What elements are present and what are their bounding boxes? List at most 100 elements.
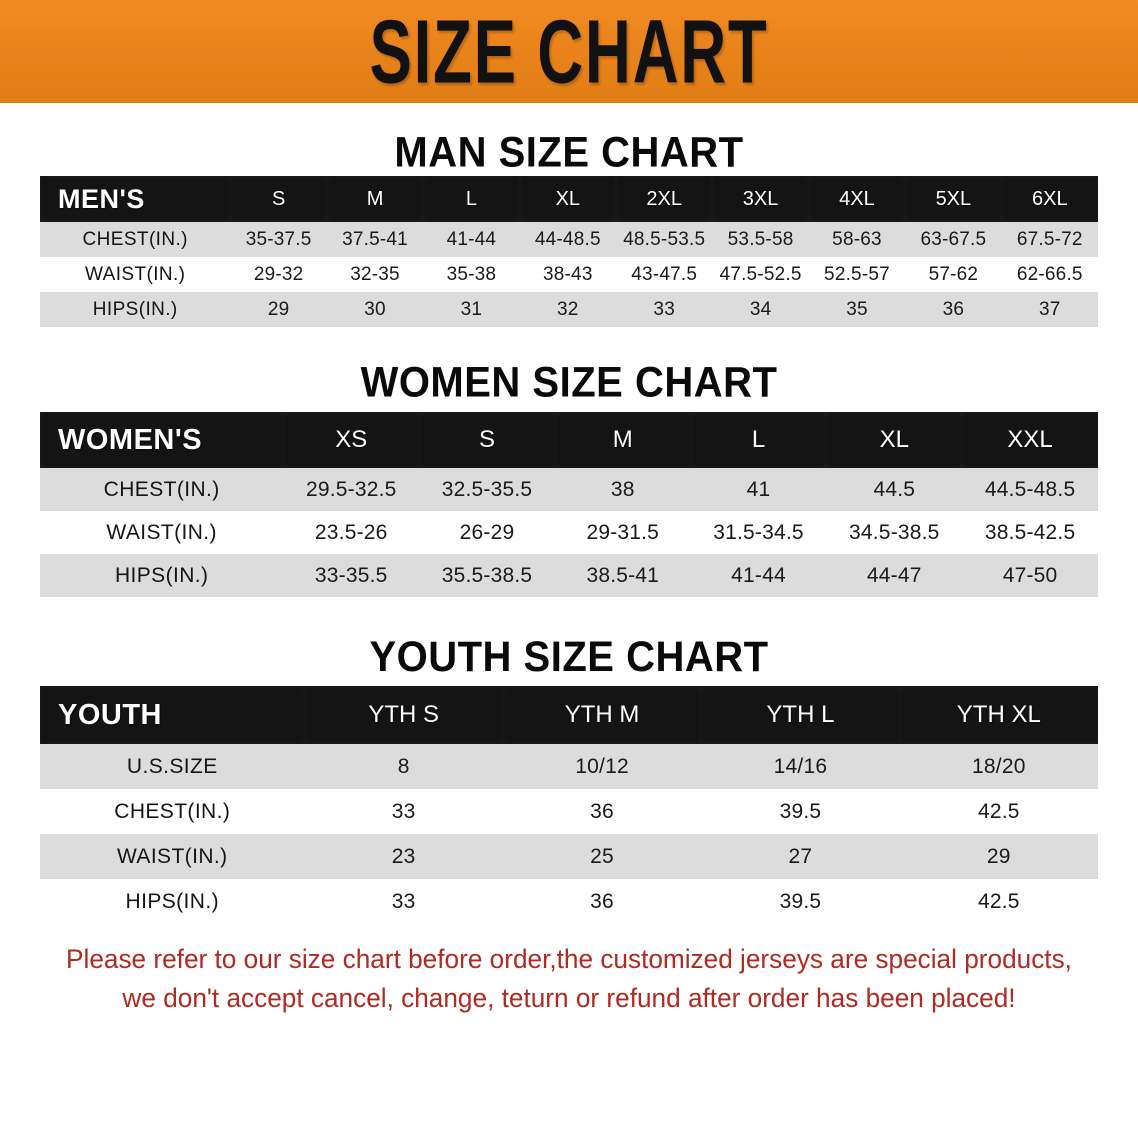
youth-row-label: HIPS(IN.) bbox=[40, 879, 305, 924]
youth-cell: 18/20 bbox=[899, 744, 1098, 789]
women-size-table: WOMEN'S XS S M L XL XXL CHEST(IN.) 29.5-32.5 32… bbox=[40, 412, 1098, 597]
man-column-header-3: L bbox=[423, 176, 520, 222]
man-cell: 37.5-41 bbox=[326, 222, 424, 257]
man-cell: 29-32 bbox=[230, 257, 327, 292]
spacer-after-women-table bbox=[0, 597, 1138, 635]
man-cell: 41-44 bbox=[423, 222, 520, 257]
women-column-header-3: M bbox=[554, 412, 691, 468]
women-table-row: HIPS(IN.) 33-35.5 35.5-38.5 38.5-41 41-44 44-… bbox=[40, 554, 1098, 597]
youth-cell: 25 bbox=[502, 834, 702, 879]
women-row-label: HIPS(IN.) bbox=[40, 554, 284, 597]
man-header-label: MEN'S bbox=[40, 176, 231, 222]
women-cell: 33-35.5 bbox=[283, 554, 420, 597]
women-cell: 29.5-32.5 bbox=[283, 468, 420, 511]
youth-header-row: YOUTH YTH S YTH M YTH L YTH XL bbox=[40, 686, 1098, 744]
women-cell: 38 bbox=[554, 468, 691, 511]
youth-table-row: HIPS(IN.) 33 36 39.5 42.5 bbox=[40, 879, 1098, 924]
man-cell: 53.5-58 bbox=[712, 222, 809, 257]
women-cell: 41 bbox=[690, 468, 827, 511]
women-size-chart: WOMEN'S XS S M L XL XXL CHEST(IN.) 29.5-32.5 32… bbox=[40, 412, 1098, 597]
man-section-title: MAN SIZE CHART bbox=[394, 129, 744, 177]
youth-table-row: WAIST(IN.) 23 25 27 29 bbox=[40, 834, 1098, 879]
women-column-header-4: L bbox=[690, 412, 827, 468]
man-table-body: CHEST(IN.) 35-37.5 37.5-41 41-44 44-48.5 48.5… bbox=[40, 222, 1098, 327]
youth-cell: 10/12 bbox=[502, 744, 702, 789]
women-column-header-5: XL bbox=[826, 412, 963, 468]
youth-table-body: U.S.SIZE 8 10/12 14/16 18/20 CHEST(IN.) 33 36 39… bbox=[40, 744, 1098, 924]
youth-cell: 33 bbox=[304, 879, 503, 924]
man-row-label: WAIST(IN.) bbox=[40, 257, 231, 292]
man-cell: 62-66.5 bbox=[1001, 257, 1098, 292]
youth-cell: 33 bbox=[304, 789, 503, 834]
man-cell: 35-38 bbox=[423, 257, 520, 292]
women-section-title: WOMEN SIZE CHART bbox=[360, 359, 778, 407]
youth-column-header-4: YTH XL bbox=[899, 686, 1098, 744]
youth-cell: 36 bbox=[502, 879, 702, 924]
man-cell: 43-47.5 bbox=[616, 257, 713, 292]
women-table-row: CHEST(IN.) 29.5-32.5 32.5-35.5 38 41 44.5 44.5… bbox=[40, 468, 1098, 511]
man-column-header-7: 4XL bbox=[808, 176, 906, 222]
man-cell: 32 bbox=[519, 292, 616, 327]
man-column-header-4: XL bbox=[519, 176, 616, 222]
women-cell: 32.5-35.5 bbox=[419, 468, 555, 511]
spacer-before-man-title bbox=[0, 103, 1138, 109]
youth-table-head: YOUTH YTH S YTH M YTH L YTH XL bbox=[40, 686, 1098, 744]
women-cell: 31.5-34.5 bbox=[690, 511, 827, 554]
youth-table-row: U.S.SIZE 8 10/12 14/16 18/20 bbox=[40, 744, 1098, 789]
disclaimer-text: Please refer to our size chart before or… bbox=[55, 940, 1083, 1019]
youth-size-chart: YOUTH YTH S YTH M YTH L YTH XL U.S.SIZE 8 10/… bbox=[40, 686, 1098, 924]
women-table-row: WAIST(IN.) 23.5-26 26-29 29-31.5 31.5-34.5 34… bbox=[40, 511, 1098, 554]
women-column-header-6: XXL bbox=[962, 412, 1098, 468]
man-column-header-9: 6XL bbox=[1001, 176, 1098, 222]
youth-table-row: CHEST(IN.) 33 36 39.5 42.5 bbox=[40, 789, 1098, 834]
women-cell: 44.5 bbox=[826, 468, 963, 511]
man-cell: 52.5-57 bbox=[808, 257, 906, 292]
man-column-header-6: 3XL bbox=[712, 176, 809, 222]
women-header-label: WOMEN'S bbox=[40, 412, 284, 468]
disclaimer-line-1: Please refer to our size chart before or… bbox=[66, 944, 1072, 974]
youth-cell: 39.5 bbox=[701, 879, 900, 924]
women-cell: 34.5-38.5 bbox=[826, 511, 963, 554]
man-cell: 35-37.5 bbox=[230, 222, 327, 257]
man-column-header-2: M bbox=[326, 176, 424, 222]
youth-cell: 42.5 bbox=[899, 789, 1098, 834]
man-size-table: MEN'S S M L XL 2XL 3XL 4XL 5XL 6XL CHEST(IN.) 35-… bbox=[40, 176, 1098, 327]
man-column-header-1: S bbox=[230, 176, 327, 222]
man-column-header-5: 2XL bbox=[616, 176, 713, 222]
youth-cell: 8 bbox=[304, 744, 503, 789]
man-row-label: HIPS(IN.) bbox=[40, 292, 231, 327]
man-table-row: CHEST(IN.) 35-37.5 37.5-41 41-44 44-48.5 48.5… bbox=[40, 222, 1098, 257]
man-cell: 58-63 bbox=[808, 222, 906, 257]
man-table-row: HIPS(IN.) 29 30 31 32 33 34 35 36 37 bbox=[40, 292, 1098, 327]
man-cell: 67.5-72 bbox=[1001, 222, 1098, 257]
man-size-chart: MEN'S S M L XL 2XL 3XL 4XL 5XL 6XL CHEST(IN.) 35-… bbox=[40, 176, 1098, 327]
youth-section-title: YOUTH SIZE CHART bbox=[369, 633, 769, 681]
women-cell: 44.5-48.5 bbox=[962, 468, 1098, 511]
man-cell: 57-62 bbox=[905, 257, 1002, 292]
women-column-header-2: S bbox=[419, 412, 555, 468]
youth-cell: 29 bbox=[899, 834, 1098, 879]
man-cell: 32-35 bbox=[326, 257, 424, 292]
women-table-head: WOMEN'S XS S M L XL XXL bbox=[40, 412, 1098, 468]
man-cell: 38-43 bbox=[519, 257, 616, 292]
youth-cell: 23 bbox=[304, 834, 503, 879]
youth-row-label: CHEST(IN.) bbox=[40, 789, 305, 834]
women-cell: 35.5-38.5 bbox=[419, 554, 555, 597]
page-banner: SIZE CHART bbox=[0, 0, 1138, 103]
man-cell: 36 bbox=[905, 292, 1002, 327]
youth-column-header-3: YTH L bbox=[701, 686, 900, 744]
women-cell: 38.5-42.5 bbox=[962, 511, 1098, 554]
women-table-body: CHEST(IN.) 29.5-32.5 32.5-35.5 38 41 44.5 44.5… bbox=[40, 468, 1098, 597]
man-cell: 47.5-52.5 bbox=[712, 257, 809, 292]
man-cell: 35 bbox=[808, 292, 906, 327]
women-row-label: CHEST(IN.) bbox=[40, 468, 284, 511]
women-cell: 44-47 bbox=[826, 554, 963, 597]
women-row-label: WAIST(IN.) bbox=[40, 511, 284, 554]
youth-column-header-2: YTH M bbox=[502, 686, 702, 744]
man-cell: 30 bbox=[326, 292, 424, 327]
man-column-header-8: 5XL bbox=[905, 176, 1002, 222]
man-cell: 37 bbox=[1001, 292, 1098, 327]
youth-cell: 14/16 bbox=[701, 744, 900, 789]
spacer-after-man-table bbox=[0, 327, 1138, 361]
man-cell: 33 bbox=[616, 292, 713, 327]
